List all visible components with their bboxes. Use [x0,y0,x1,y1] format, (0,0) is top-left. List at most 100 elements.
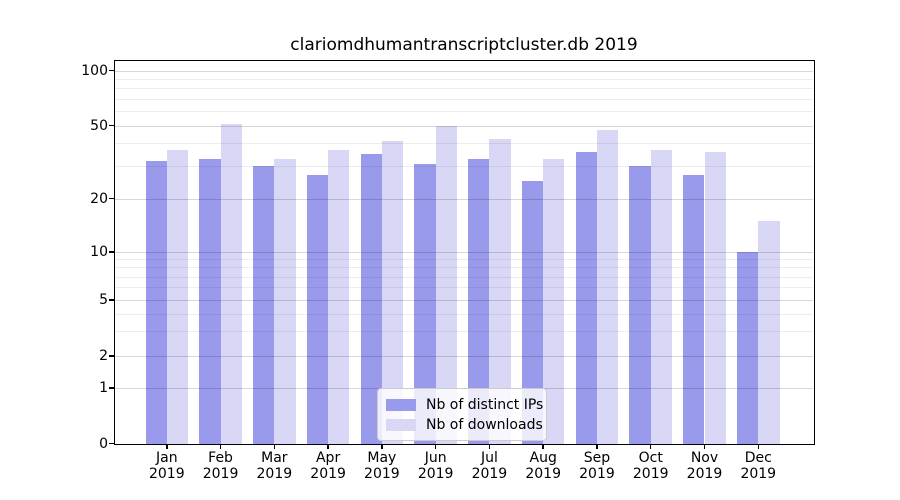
y-tick-label: 1 [99,380,108,396]
legend-label-distinct-ips: Nb of distinct IPs [426,397,544,413]
gridline-minor [115,313,813,315]
gridline-minor [115,276,813,278]
y-tick-label: 100 [81,62,108,79]
bar-distinct-ips [199,158,221,444]
x-tick-label: May 2019 [354,450,410,482]
bar-distinct-ips [575,151,597,444]
bar-downloads [758,220,780,444]
x-tick-month: Apr [315,450,341,466]
x-tick-month: Jun [424,450,447,466]
gridline-major [115,125,813,127]
x-tick-mark [596,443,598,449]
gridline-minor [115,331,813,333]
x-tick-mark [273,443,276,449]
gridline-major [115,70,813,72]
bar-downloads [381,141,404,444]
x-tick-month: Sep [583,450,611,466]
x-tick-label: Jul 2019 [461,450,517,482]
x-tick-month: Feb [208,450,233,466]
x-tick-label: Apr 2019 [300,450,356,482]
x-tick-mark [166,443,168,449]
x-tick-year: 2019 [148,465,185,482]
x-tick-mark [542,443,544,449]
x-tick-label: Sep 2019 [569,450,625,482]
x-tick-mark [488,443,491,449]
y-tick-label: 5 [99,292,108,308]
x-tick-mark [219,443,222,449]
y-tick-mark [109,251,114,253]
x-tick-year: 2019 [686,465,723,482]
gridline-minor [115,259,813,261]
x-tick-label: Dec 2019 [730,450,786,482]
x-tick-year: 2019 [525,465,561,482]
x-tick-month: Mar [261,450,288,466]
x-tick-mark [434,443,437,449]
bar-downloads [220,123,242,444]
x-tick-mark [649,443,652,449]
legend-item-distinct-ips: Nb of distinct IPs [386,395,546,415]
bar-distinct-ips [306,174,329,444]
bar-downloads [166,149,189,444]
bar-downloads [435,125,457,444]
x-tick-year: 2019 [310,465,346,482]
x-tick-year: 2019 [471,465,508,482]
gridline-minor [115,78,813,80]
x-tick-label: Mar 2019 [246,450,302,482]
y-tick-label: 50 [90,117,108,134]
gridline-minor [115,88,813,90]
gridline-major [115,300,813,301]
y-tick-mark [109,197,114,200]
bar-distinct-ips [253,166,275,444]
y-tick-mark [109,387,114,389]
y-tick-label: 20 [90,190,108,207]
x-tick-year: 2019 [364,465,400,482]
bar-distinct-ips [468,158,490,444]
y-tick-mark [109,69,114,72]
gridline-major [115,252,813,253]
bar-distinct-ips [521,180,544,444]
y-tick-label: 10 [90,244,108,260]
legend-swatch-distinct-ips [386,399,416,411]
legend-label-downloads: Nb of downloads [426,417,543,433]
x-tick-year: 2019 [417,465,454,482]
legend: Nb of distinct IPs Nb of downloads [377,388,547,441]
gridline-minor [115,98,813,100]
x-tick-label: Jun 2019 [408,450,464,482]
x-tick-month: Dec [744,450,772,466]
gridline-minor [115,287,813,289]
legend-swatch-downloads [386,419,416,431]
y-tick-mark [109,442,114,445]
x-tick-month: Aug [529,450,557,466]
plot-area [115,61,813,444]
x-tick-year: 2019 [632,465,669,482]
gridline-major [115,198,813,200]
y-tick-mark [109,355,114,357]
y-tick-label: 2 [99,348,108,364]
gridline-minor [115,111,813,113]
x-tick-year: 2019 [579,465,615,482]
x-tick-month: Jan [156,450,178,466]
y-tick-mark [109,124,114,127]
x-tick-label: Aug 2019 [515,450,571,482]
x-tick-mark [703,443,706,449]
legend-item-downloads: Nb of downloads [386,415,546,435]
x-tick-label: Oct 2019 [623,450,679,482]
gridline-minor [115,267,813,269]
x-tick-month: Nov [690,450,719,466]
bar-distinct-ips [360,153,382,444]
x-tick-month: Oct [638,450,663,466]
bar-downloads [650,149,673,444]
y-tick-label: 0 [99,435,108,452]
x-tick-label: Jan 2019 [139,450,195,482]
x-tick-month: Jul [480,450,498,466]
bar-distinct-ips [629,166,651,444]
x-tick-label: Feb 2019 [193,450,249,482]
x-tick-year: 2019 [256,465,293,482]
y-tick-mark [109,299,114,301]
bar-downloads [596,130,619,444]
x-tick-year: 2019 [740,465,777,482]
bar-distinct-ips [145,161,167,444]
bar-downloads [489,139,511,444]
gridline-major [115,356,813,357]
